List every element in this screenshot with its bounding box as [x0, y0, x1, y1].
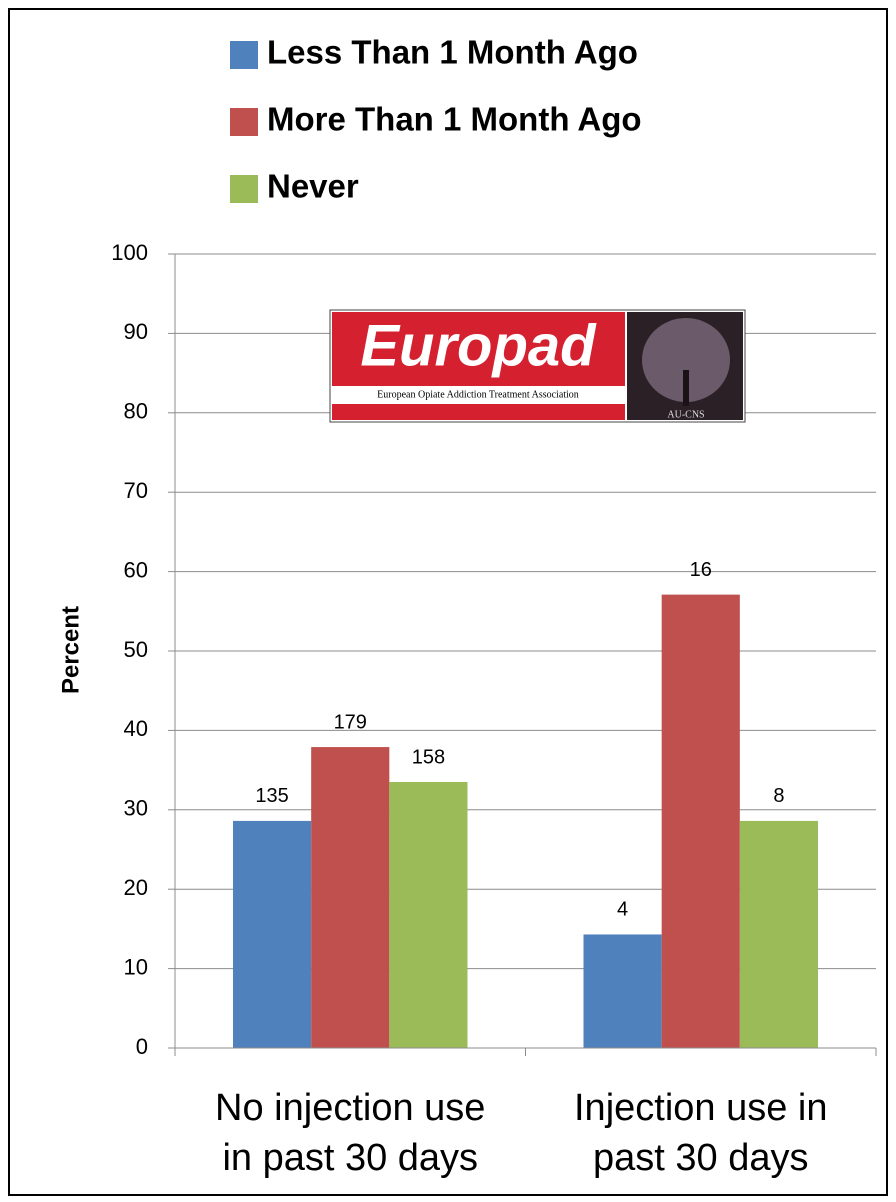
data-label: 16 [690, 559, 712, 581]
logo: Europad European Opiate Addiction Treatm… [329, 309, 746, 423]
y-tick-label: 30 [124, 796, 148, 821]
legend-label: More Than 1 Month Ago [267, 101, 642, 138]
logo-red [332, 312, 625, 386]
y-tick-label: 50 [124, 637, 148, 662]
x-tick-label: Injection use in past 30 days [574, 1087, 828, 1179]
y-tick-label: 100 [111, 240, 148, 265]
bar [233, 820, 312, 1048]
logo-red-foot [332, 404, 625, 420]
y-tick-label: 70 [124, 478, 148, 503]
data-label: 135 [255, 785, 288, 807]
y-tick-label: 90 [124, 319, 148, 344]
y-tick-label: 80 [124, 399, 148, 424]
y-tick-label: 10 [124, 954, 148, 979]
y-tick-label: 40 [124, 716, 148, 741]
frame [8, 8, 888, 1196]
logo-partner: AU-CNS [667, 409, 704, 420]
data-label: 8 [773, 785, 784, 807]
y-tick-label: 60 [124, 557, 148, 582]
data-label: 4 [617, 899, 628, 921]
legend-swatch [230, 41, 258, 69]
logo-tree [642, 318, 730, 402]
y-axis-label: Percent [57, 606, 84, 694]
logo-subtitle: European Opiate Addiction Treatment Asso… [377, 389, 579, 400]
x-tick-label: No injection use in past 30 days [215, 1087, 486, 1179]
legend-swatch [230, 175, 258, 203]
legend-label: Never [267, 168, 359, 205]
y-tick-label: 20 [124, 875, 148, 900]
bar [739, 820, 818, 1048]
data-label: 179 [334, 711, 367, 733]
logo-name: Europad [360, 313, 597, 378]
bar [661, 594, 740, 1048]
logo-trunk [683, 370, 689, 406]
data-label: 158 [412, 746, 445, 768]
legend-label: Less Than 1 Month Ago [267, 34, 638, 71]
y-tick-label: 0 [136, 1034, 148, 1059]
bar [311, 747, 390, 1048]
bar [389, 782, 468, 1048]
bar [583, 934, 662, 1048]
legend-swatch [230, 108, 258, 136]
